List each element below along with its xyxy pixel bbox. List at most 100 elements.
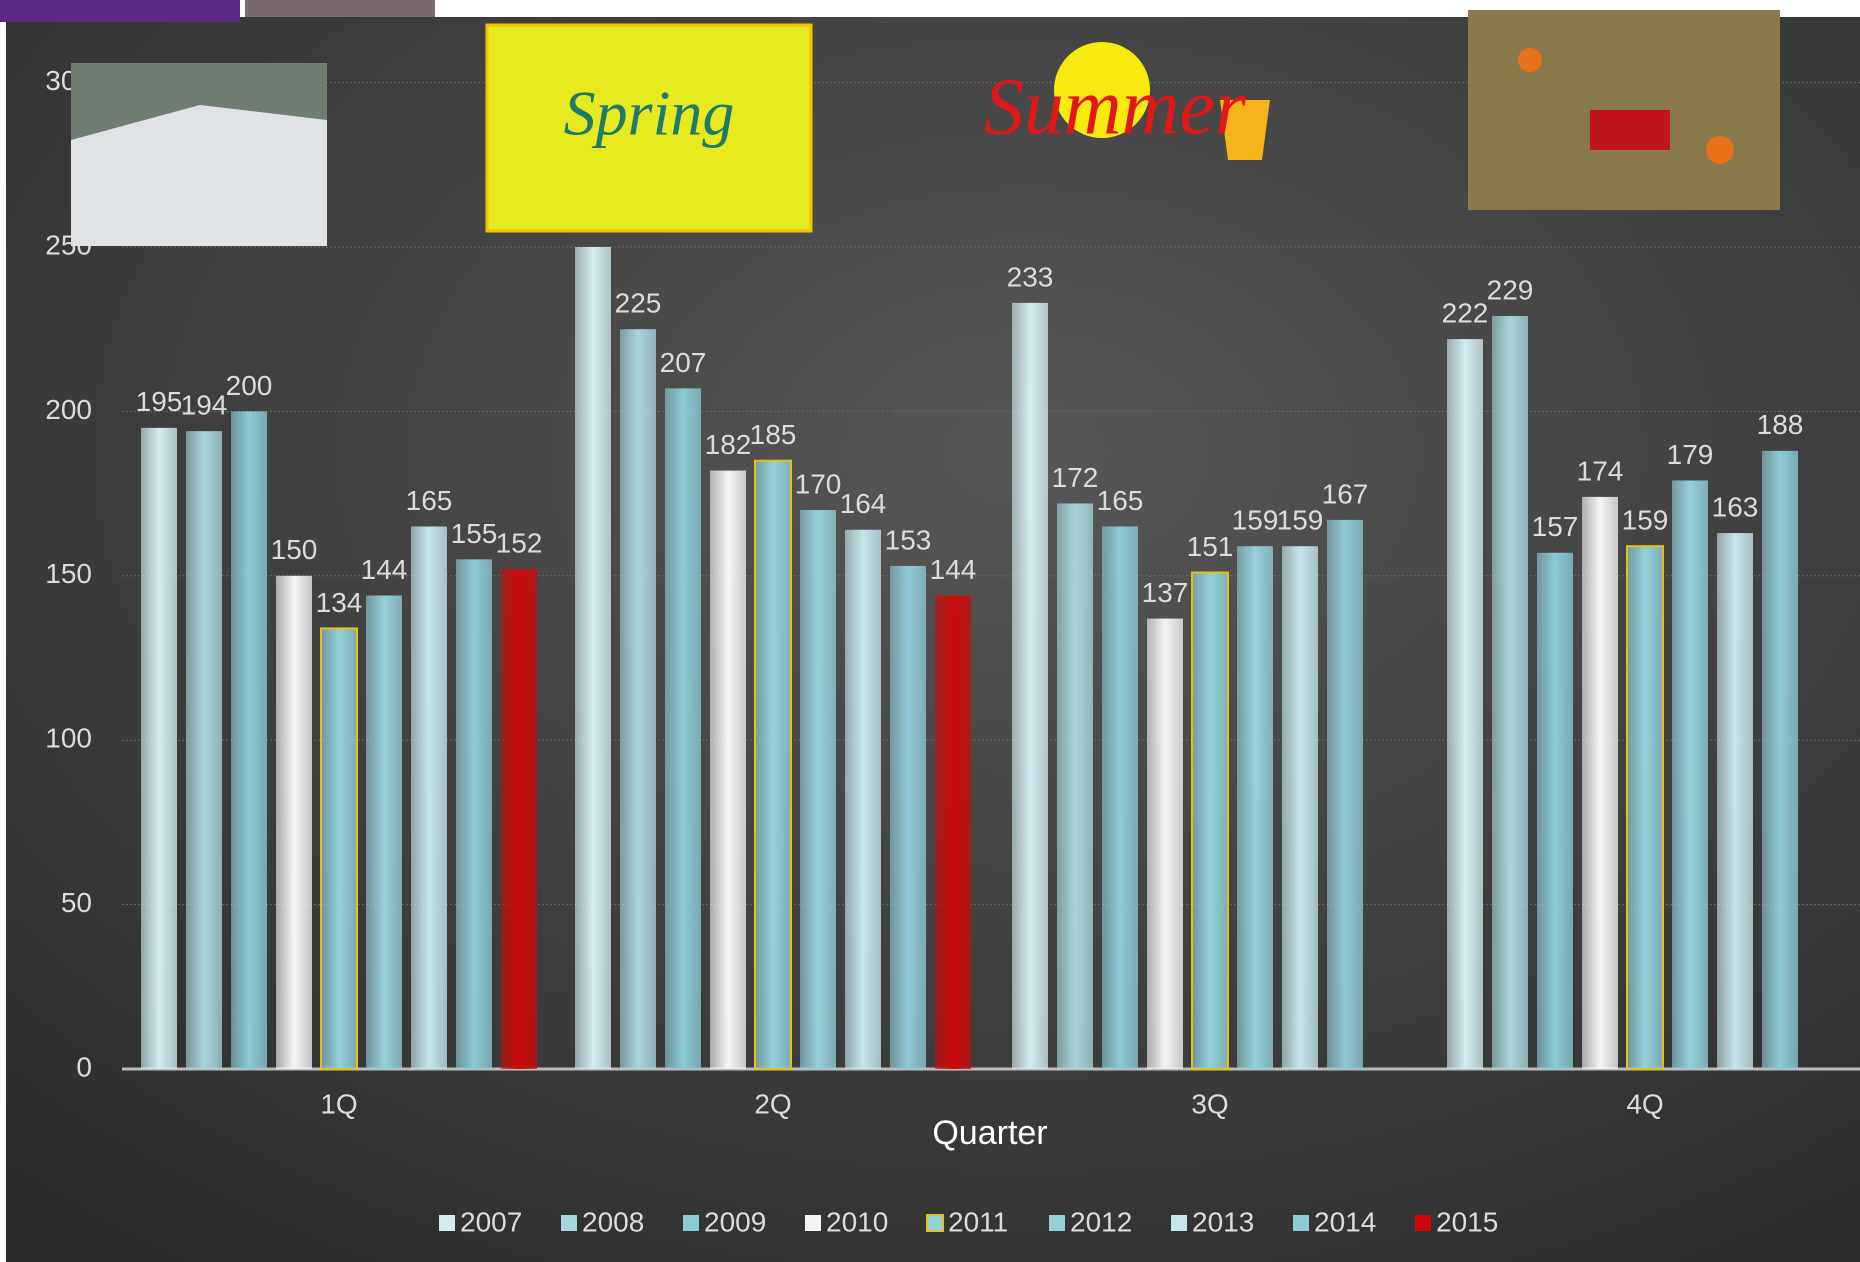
value-label: 194 <box>181 390 228 421</box>
value-label: 165 <box>406 485 453 516</box>
bar <box>935 595 971 1069</box>
spring-picture <box>485 23 813 233</box>
value-label: 157 <box>1532 511 1579 542</box>
bar <box>1672 480 1708 1069</box>
value-label: 144 <box>930 554 977 585</box>
value-label: 159 <box>1277 505 1324 536</box>
value-label: 152 <box>496 528 543 559</box>
bar <box>1626 545 1664 1070</box>
legend-swatch <box>1049 1215 1065 1231</box>
bar <box>710 470 746 1070</box>
bar <box>1447 339 1483 1070</box>
value-label: 200 <box>226 370 273 401</box>
bar <box>501 569 537 1069</box>
bar <box>1102 526 1138 1069</box>
legend-swatch <box>926 1214 944 1232</box>
value-label: 185 <box>750 419 797 450</box>
bar <box>1537 552 1573 1069</box>
value-label: 207 <box>660 347 707 378</box>
value-label: 170 <box>795 468 842 499</box>
value-label: 153 <box>885 524 932 555</box>
value-label: 222 <box>1442 297 1489 328</box>
legend-label: 2010 <box>826 1206 888 1237</box>
value-label: 164 <box>840 488 887 519</box>
value-label: 134 <box>316 587 363 618</box>
bar <box>411 526 447 1069</box>
value-label: 179 <box>1667 439 1714 470</box>
value-label: 167 <box>1322 478 1369 509</box>
bar <box>141 427 177 1070</box>
value-label: 172 <box>1052 462 1099 493</box>
x-tick-label: 4Q <box>1626 1088 1663 1119</box>
legend-label: 2013 <box>1192 1206 1254 1237</box>
value-label: 151 <box>1187 531 1234 562</box>
legend-label: 2014 <box>1314 1206 1376 1237</box>
wagon <box>1590 110 1670 150</box>
x-tick-label: 1Q <box>320 1088 357 1119</box>
value-label: 225 <box>615 288 662 319</box>
drink <box>1220 100 1270 160</box>
bar <box>665 388 701 1069</box>
photo-strip <box>245 0 435 17</box>
summer-text: Summer <box>984 63 1247 151</box>
value-label: 159 <box>1622 505 1669 536</box>
value-label: 233 <box>1007 261 1054 292</box>
bar <box>186 431 222 1069</box>
legend-swatch <box>439 1215 455 1231</box>
value-label: 159 <box>1232 505 1279 536</box>
sun <box>1054 42 1150 138</box>
bar <box>1327 519 1363 1069</box>
x-tick-label: 3Q <box>1191 1088 1228 1119</box>
logo-strip <box>0 0 240 22</box>
value-label: 144 <box>361 554 408 585</box>
legend-label: 2011 <box>948 1206 1008 1237</box>
bar <box>1012 302 1048 1069</box>
legend-label: 2007 <box>460 1206 522 1237</box>
value-label: 229 <box>1487 274 1534 305</box>
bar <box>456 559 492 1069</box>
legend-swatch <box>1293 1215 1309 1231</box>
x-tick-label: 2Q <box>754 1088 791 1119</box>
bar <box>890 565 926 1069</box>
value-label: 174 <box>1577 455 1624 486</box>
y-tick-label: 50 <box>61 887 92 918</box>
pumpkin <box>1518 48 1542 72</box>
value-label: 163 <box>1712 491 1759 522</box>
bar <box>1057 503 1093 1069</box>
bar <box>845 529 881 1069</box>
bar <box>1762 450 1798 1070</box>
y-tick-label: 100 <box>45 723 92 754</box>
value-label: 195 <box>136 386 183 417</box>
value-label: 137 <box>1142 577 1189 608</box>
legend-swatch <box>1171 1215 1187 1231</box>
bar <box>754 459 792 1071</box>
legend-label: 2015 <box>1436 1206 1498 1237</box>
legend-swatch <box>805 1215 821 1231</box>
value-label: 182 <box>705 429 752 460</box>
bar <box>1582 496 1618 1069</box>
value-label: 188 <box>1757 409 1804 440</box>
y-tick-label: 0 <box>76 1051 92 1082</box>
value-label: 165 <box>1097 485 1144 516</box>
bar <box>1717 533 1753 1069</box>
bar <box>1191 571 1229 1071</box>
bar <box>366 595 402 1069</box>
value-label: 155 <box>451 518 498 549</box>
bar <box>231 411 267 1069</box>
legend-label: 2008 <box>582 1206 644 1237</box>
bar <box>1147 618 1183 1069</box>
value-label: 150 <box>271 534 318 565</box>
bar <box>1492 316 1528 1070</box>
x-axis-title: Quarter <box>932 1114 1047 1152</box>
y-tick-label: 200 <box>45 394 92 425</box>
legend-label: 2009 <box>704 1206 766 1237</box>
bar <box>620 329 656 1069</box>
legend-swatch <box>683 1215 699 1231</box>
bar <box>320 627 358 1071</box>
season-pictures: Spring Summer <box>71 10 1780 246</box>
bar <box>276 575 312 1069</box>
bar <box>800 510 836 1069</box>
legend-label: 2012 <box>1070 1206 1132 1237</box>
y-tick-label: 150 <box>45 558 92 589</box>
